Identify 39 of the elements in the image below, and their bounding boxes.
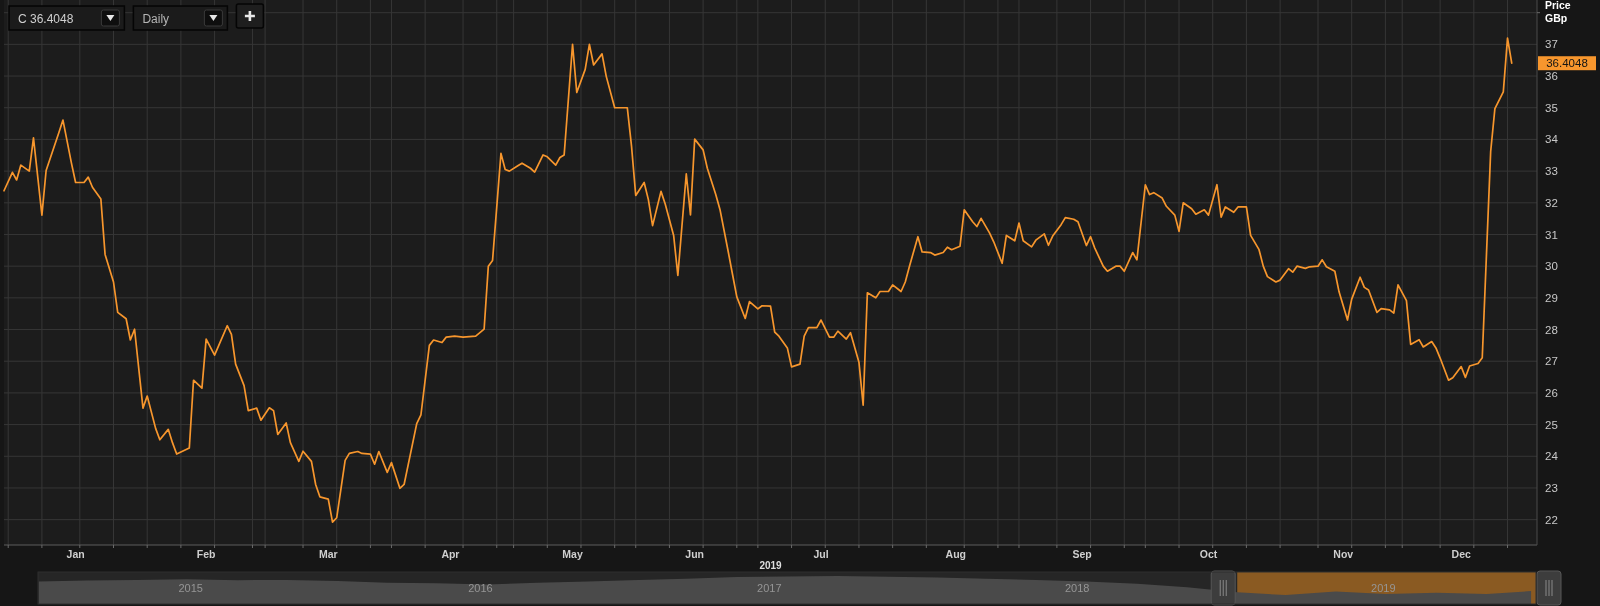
x-tick-label: 2015 (178, 581, 203, 594)
x-tick-label: Aug (945, 547, 967, 560)
y-tick-label: 30 (1545, 260, 1558, 273)
x-tick-label: 2018 (1064, 581, 1090, 594)
x-tick-label: Jan (66, 547, 85, 560)
x-tick-label: Jul (813, 547, 829, 560)
y-tick-label: 31 (1545, 228, 1558, 241)
y-axis-title: Price GBp (1545, 0, 1571, 24)
y-tick-label: 32 (1545, 196, 1558, 209)
y-tick-label: 24 (1545, 450, 1559, 463)
y-tick-label: 33 (1545, 165, 1558, 178)
y-tick-label: 23 (1545, 481, 1558, 494)
x-tick-label: Sep (1072, 547, 1092, 560)
x-tick-label: Jun (685, 547, 705, 560)
y-tick-label: 28 (1545, 323, 1558, 336)
x-tick-label: Nov (1333, 547, 1354, 560)
y-tick-label: 35 (1545, 101, 1558, 114)
y-tick-label: 26 (1545, 386, 1558, 399)
line-series (3, 37, 1513, 524)
y-tick-label: 37 (1545, 38, 1558, 51)
x-tick-label: Oct (1199, 547, 1218, 560)
text: 36.4048 (1546, 57, 1588, 70)
y-tick-label: 22 (1545, 513, 1558, 526)
y-tick-label: 34 (1545, 133, 1559, 146)
x-tick-label: 2016 (468, 581, 493, 594)
y-tick-label: 27 (1545, 355, 1558, 368)
annotation: Daily (142, 12, 170, 26)
y-tick-label: 36 (1545, 70, 1558, 83)
x-tick-label: 2017 (757, 581, 782, 594)
x-tick-label: Dec (1451, 547, 1471, 560)
annotation: C 36.4048 (18, 12, 74, 26)
x-tick-label: Mar (318, 547, 338, 560)
x-axis-title: 2019 (759, 560, 783, 571)
y-tick-label: 25 (1545, 418, 1558, 431)
x-tick-label: 2019 (1371, 581, 1396, 594)
y-tick-label: 29 (1545, 291, 1558, 304)
x-tick-label: Feb (196, 547, 216, 560)
x-tick-label: Apr (441, 547, 460, 560)
x-tick-label: May (562, 547, 583, 560)
